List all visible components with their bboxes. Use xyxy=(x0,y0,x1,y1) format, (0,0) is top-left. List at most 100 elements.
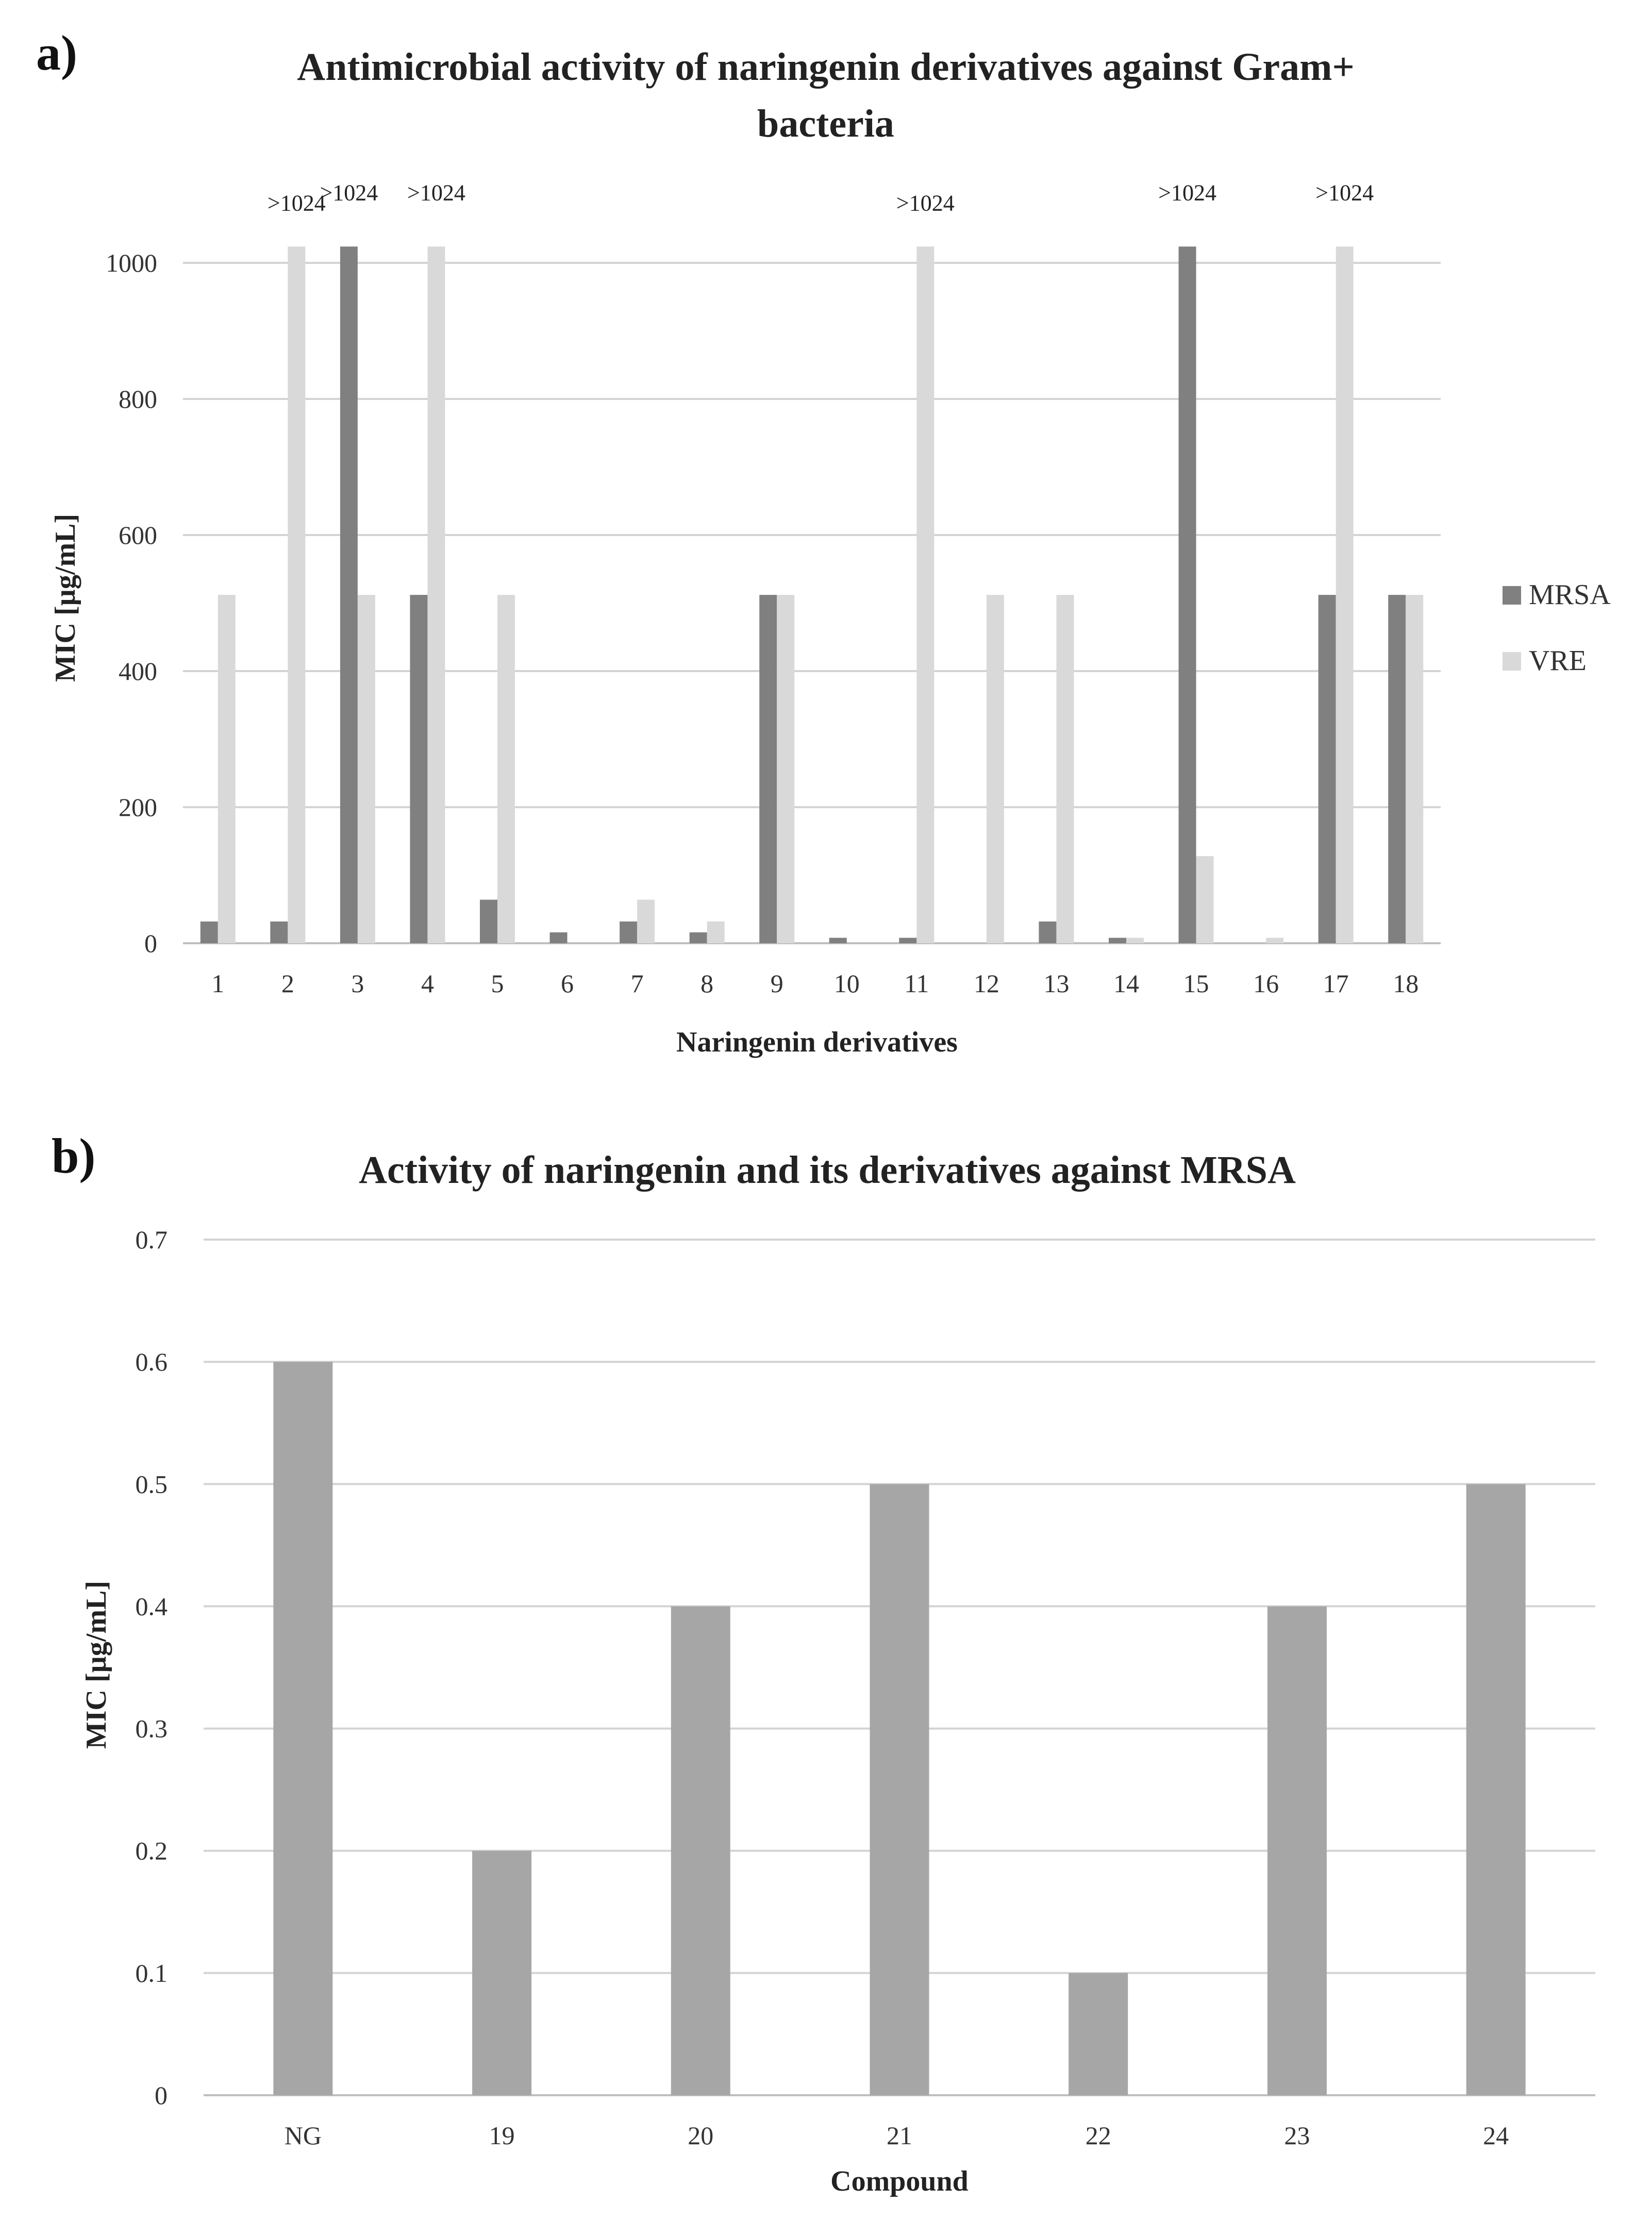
chart-b-x-tick-19: 19 xyxy=(489,2121,515,2150)
bar-mrsa-9 xyxy=(759,595,777,943)
bar-vre-12 xyxy=(986,595,1004,943)
chart-b-x-tick-21: 21 xyxy=(887,2121,912,2150)
chart-b-y-tick-0.7: 0.7 xyxy=(136,1225,168,1254)
chart-a-x-ticks: 1 2 3 4 5 6 7 8 9 10 11 12 13 14 15 16 17 18 xyxy=(211,969,1419,998)
chart-b-y-tick-0.5: 0.5 xyxy=(136,1469,168,1498)
chart-a-x-tick-4: 4 xyxy=(421,969,434,998)
bar-mrsa-4 xyxy=(410,595,428,943)
chart-a-x-tick-15: 15 xyxy=(1183,969,1209,998)
chart-b-y-tick-0.3: 0.3 xyxy=(136,1714,168,1743)
chart-b-x-tick-24: 24 xyxy=(1483,2121,1509,2150)
chart-b-y-tick-0.6: 0.6 xyxy=(136,1347,168,1376)
chart-b: b) Activity of naringenin and its deriva… xyxy=(52,1128,1595,2197)
chart-a-x-axis-title: Naringenin derivatives xyxy=(676,1026,958,1058)
bar-mrsa-7 xyxy=(620,921,638,943)
chart-a-title-line-1: Antimicrobial activity of naringenin der… xyxy=(297,45,1355,89)
chart-a-legend: MRSA VRE xyxy=(1503,579,1611,677)
bar-vre-7 xyxy=(637,899,655,943)
legend-swatch-vre xyxy=(1503,652,1521,671)
chart-b-y-tick-0: 0 xyxy=(155,2081,168,2110)
chart-a-y-axis-title: MIC [µg/mL] xyxy=(49,514,81,682)
chart-b-title: Activity of naringenin and its derivativ… xyxy=(359,1148,1296,1192)
chart-b-x-tick-ng: NG xyxy=(285,2121,322,2150)
chart-b-x-axis-title: Compound xyxy=(830,2165,969,2197)
bar-vre-11 xyxy=(916,246,935,943)
bar-vre-3 xyxy=(357,595,375,943)
bar-mrsa-13 xyxy=(1039,921,1057,943)
chart-b-x-ticks: NG 19 20 21 22 23 24 xyxy=(285,2121,1509,2150)
panel-label-b: b) xyxy=(52,1128,95,1183)
bar-mrsa-14 xyxy=(1109,938,1126,943)
chart-a-x-tick-18: 18 xyxy=(1393,969,1419,998)
data-label-vre-2: >1024 xyxy=(268,190,326,215)
bar-vre-5 xyxy=(497,595,515,943)
bar-vre-9 xyxy=(777,595,795,943)
bar-compound-20 xyxy=(671,1606,730,2095)
data-label-vre-11: >1024 xyxy=(896,190,955,215)
chart-a-x-tick-1: 1 xyxy=(211,969,224,998)
chart-b-y-tick-0.1: 0.1 xyxy=(136,1959,168,1988)
legend-swatch-mrsa xyxy=(1503,586,1521,605)
chart-a-y-ticks: 0 200 400 600 800 1000 xyxy=(106,248,157,958)
bar-mrsa-18 xyxy=(1388,595,1406,943)
bar-vre-14 xyxy=(1126,938,1144,943)
bar-compound-21 xyxy=(870,1484,929,2095)
bar-mrsa-2 xyxy=(270,921,288,943)
chart-a-x-tick-13: 13 xyxy=(1043,969,1069,998)
bar-compound-ng xyxy=(273,1362,333,2095)
bar-vre-8 xyxy=(707,921,725,943)
bar-mrsa-17 xyxy=(1318,595,1336,943)
bar-mrsa-1 xyxy=(200,921,218,943)
bar-mrsa-11 xyxy=(899,938,917,943)
chart-a-y-tick-1000: 1000 xyxy=(106,248,157,277)
chart-a-x-tick-7: 7 xyxy=(631,969,644,998)
bar-vre-16 xyxy=(1266,938,1284,943)
data-label-vre-4: >1024 xyxy=(407,180,465,205)
bar-compound-19 xyxy=(472,1850,532,2095)
chart-b-x-tick-23: 23 xyxy=(1284,2121,1310,2150)
bar-vre-18 xyxy=(1406,595,1424,943)
chart-a-x-tick-8: 8 xyxy=(700,969,713,998)
bar-vre-15 xyxy=(1196,856,1214,943)
chart-b-y-tick-0.4: 0.4 xyxy=(136,1592,168,1621)
data-label-mrsa-3: >1024 xyxy=(320,180,378,205)
chart-a-x-tick-2: 2 xyxy=(281,969,294,998)
bar-vre-1 xyxy=(218,595,236,943)
chart-a-bars xyxy=(200,246,1424,943)
bar-compound-22 xyxy=(1069,1973,1128,2095)
chart-a-x-tick-6: 6 xyxy=(561,969,574,998)
chart-a-x-tick-12: 12 xyxy=(974,969,999,998)
legend-label-mrsa: MRSA xyxy=(1529,579,1611,611)
chart-a-y-tick-400: 400 xyxy=(119,657,157,686)
chart-a-y-tick-800: 800 xyxy=(119,385,157,413)
chart-b-x-tick-22: 22 xyxy=(1086,2121,1111,2150)
chart-a-y-tick-600: 600 xyxy=(119,521,157,549)
chart-a-x-tick-10: 10 xyxy=(834,969,860,998)
chart-a-x-tick-17: 17 xyxy=(1323,969,1349,998)
chart-b-x-tick-20: 20 xyxy=(688,2121,713,2150)
bar-compound-23 xyxy=(1267,1606,1327,2095)
bar-mrsa-8 xyxy=(689,932,707,943)
bar-vre-17 xyxy=(1336,246,1354,943)
chart-a-x-tick-9: 9 xyxy=(771,969,783,998)
chart-a-x-tick-16: 16 xyxy=(1253,969,1279,998)
data-label-vre-17: >1024 xyxy=(1315,180,1374,205)
panel-label-a: a) xyxy=(36,25,77,80)
bar-mrsa-5 xyxy=(480,899,497,943)
chart-b-bars xyxy=(273,1362,1526,2095)
chart-b-y-ticks: 0 0.1 0.2 0.3 0.4 0.5 0.6 0.7 xyxy=(136,1225,168,2110)
legend-label-vre: VRE xyxy=(1529,645,1587,677)
chart-a-title-line-2: bacteria xyxy=(757,102,894,145)
chart-b-y-tick-0.2: 0.2 xyxy=(136,1836,168,1865)
bar-mrsa-3 xyxy=(340,246,358,943)
chart-a-x-tick-3: 3 xyxy=(351,969,364,998)
chart-a-y-tick-200: 200 xyxy=(119,793,157,822)
bar-mrsa-15 xyxy=(1178,246,1196,943)
bar-vre-4 xyxy=(427,246,445,943)
bar-compound-24 xyxy=(1466,1484,1526,2095)
bar-mrsa-6 xyxy=(549,932,568,943)
chart-a-y-tick-0: 0 xyxy=(144,929,157,958)
chart-a-data-labels: >1024>1024 >1024 >1024 >1024 >1024 xyxy=(268,180,1374,215)
